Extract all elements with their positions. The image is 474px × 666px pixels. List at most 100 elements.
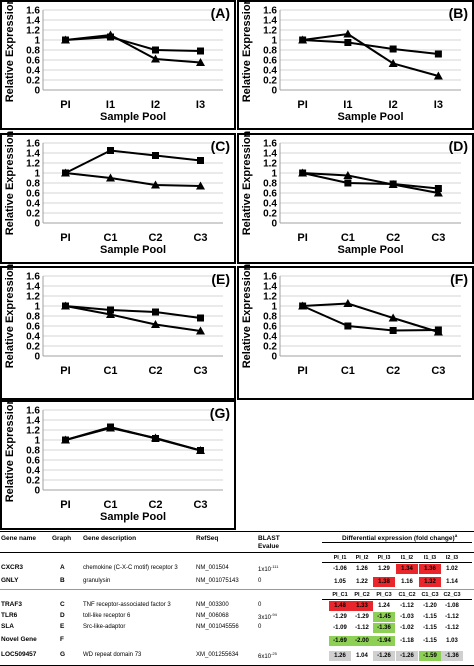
data-point-triangle — [61, 435, 70, 444]
data-point-triangle — [388, 59, 398, 67]
y-tick-label: 0.8 — [263, 46, 277, 57]
gene-description: WD repeat domain 73 — [83, 652, 142, 658]
blast-evalue-mantissa: 0 — [258, 602, 262, 608]
col-header-differential-expression: Differential expression (fold change)a — [342, 533, 457, 543]
chart-panel-b: 00.20.40.60.811.21.41.6 Relative Expressi… — [237, 0, 474, 130]
fold-change-value: -1.15 — [423, 638, 437, 644]
series-line-square — [302, 172, 439, 190]
chart-panel-g: 00.20.40.60.811.21.41.6 Relative Expressi… — [0, 397, 236, 530]
blast-evalue-mantissa: 0 — [258, 578, 262, 584]
data-point-triangle — [298, 301, 308, 310]
y-tick-label: 1.2 — [26, 292, 40, 303]
data-point-triangle — [433, 327, 443, 336]
fold-change-value: -2.00 — [351, 636, 373, 646]
sub-header-rule-1 — [322, 562, 472, 563]
refseq-id: NM_001075143 — [196, 578, 239, 584]
column-header: PI_C3 — [376, 592, 392, 598]
panel-frame — [237, 133, 474, 264]
series-line-triangle — [302, 302, 439, 333]
col-header-evalue: Evalue — [258, 543, 279, 550]
col-header-refseq: RefSeq — [196, 535, 219, 542]
y-tick-label: 0.8 — [263, 179, 277, 190]
gene-name: GNLY — [1, 577, 19, 584]
fold-change-value: -1.18 — [400, 638, 414, 644]
y-tick-label: 0.6 — [26, 322, 40, 333]
series-line-square — [65, 305, 201, 319]
y-tick-label: 0.6 — [263, 322, 277, 333]
data-point-square — [107, 147, 114, 154]
x-tick-label: PI — [60, 232, 70, 244]
series-line-square — [302, 39, 439, 55]
y-tick-label: 1.2 — [263, 292, 277, 303]
data-point-triangle — [196, 446, 205, 454]
blast-evalue: 3x10-94 — [258, 613, 277, 622]
data-point-square — [152, 152, 159, 159]
y-tick-label: 0.6 — [26, 56, 40, 67]
y-axis-label: Relative Expression — [241, 130, 253, 235]
y-tick-label: 1.2 — [26, 426, 40, 437]
data-point-triangle — [61, 35, 70, 44]
series-line-triangle — [65, 426, 201, 452]
fold-change-value: -1.94 — [373, 636, 395, 646]
x-tick-label: C1 — [103, 365, 117, 377]
x-tick-label: C1 — [103, 232, 117, 244]
column-header: PI_I1 — [333, 555, 347, 561]
x-axis-label: Sample Pool — [100, 244, 166, 256]
refseq-id: NM_001504 — [196, 565, 229, 571]
fold-change-value: -1.08 — [445, 603, 459, 609]
fold-change-value: -1.15 — [423, 625, 437, 631]
gene-name: TLR6 — [1, 612, 18, 619]
x-tick-label: C3 — [193, 499, 207, 511]
blast-evalue: 0 — [258, 624, 261, 630]
panel-frame — [0, 133, 236, 264]
panel-label: (G) — [210, 405, 230, 421]
graph-letter: B — [60, 577, 65, 584]
chart-panel-c: 00.20.40.60.811.21.41.6 Relative Expressi… — [0, 130, 236, 264]
panel-label: (B) — [449, 5, 468, 21]
fold-change-value: 1.38 — [373, 577, 395, 587]
y-tick-label: 1.6 — [26, 139, 40, 150]
y-tick-label: 0 — [34, 352, 40, 363]
y-tick-label: 1 — [271, 169, 277, 180]
blast-evalue-mantissa: 6x10 — [258, 654, 272, 660]
col-header-graph: Graph — [52, 535, 72, 542]
fold-change-value: -1.12 — [445, 614, 459, 620]
fold-change-value: 1.22 — [356, 579, 368, 585]
fold-change-value: 1.05 — [334, 579, 346, 585]
y-tick-label: 1 — [34, 169, 40, 180]
data-point-square — [152, 46, 159, 54]
blast-evalue-exponent: -25 — [271, 651, 277, 656]
y-tick-label: 1.4 — [263, 149, 277, 160]
data-point-triangle — [343, 29, 353, 38]
y-tick-label: 0.8 — [26, 179, 40, 190]
blast-evalue: 0 — [258, 578, 261, 584]
data-point-square — [344, 179, 352, 187]
y-tick-label: 0 — [34, 219, 40, 230]
data-point-triangle — [61, 301, 70, 310]
y-tick-label: 1.2 — [26, 26, 40, 37]
gene-name: SLA — [1, 623, 14, 630]
diff-title: Differential expression (fold change) — [342, 535, 455, 543]
col-header-blast: BLAST — [258, 535, 280, 542]
y-tick-label: 1.2 — [263, 159, 277, 170]
series-line-triangle — [302, 172, 439, 194]
gene-name: CXCR3 — [1, 564, 24, 571]
data-point-triangle — [151, 54, 160, 63]
data-point-square — [197, 47, 204, 55]
x-axis-label: Sample Pool — [100, 511, 166, 523]
column-header: I1_I2 — [400, 555, 414, 561]
gene-description: granulysin — [83, 578, 111, 584]
y-tick-label: 1.2 — [263, 26, 277, 37]
y-tick-label: 0.6 — [26, 189, 40, 200]
y-tick-label: 0.8 — [26, 312, 40, 323]
fold-change-value: -1.29 — [333, 614, 347, 620]
x-tick-label: I2 — [389, 99, 398, 111]
data-point-triangle — [196, 181, 205, 190]
y-tick-label: 0 — [271, 219, 277, 230]
fold-change-value: 1.29 — [378, 566, 390, 572]
refseq-id: NM_003300 — [196, 602, 229, 608]
y-tick-label: 0.8 — [26, 46, 40, 57]
y-axis-label: Relative Expression — [4, 397, 16, 502]
blast-evalue: 6x10-25 — [258, 651, 277, 661]
